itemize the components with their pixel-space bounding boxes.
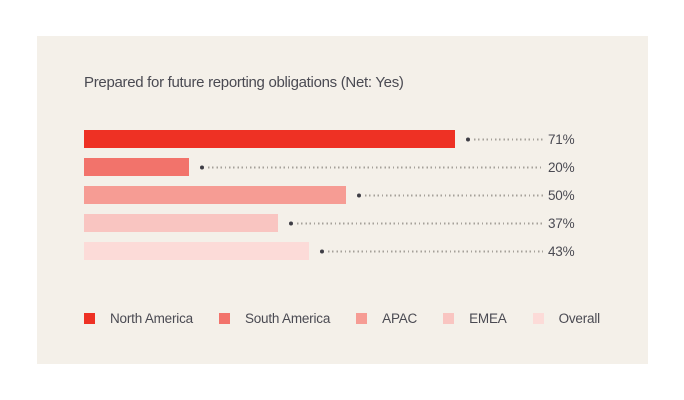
legend-swatch-icon [356,313,368,324]
leader-line [466,137,543,142]
legend-swatch-icon [84,313,95,324]
legend-item: South America [218,311,331,326]
bar-north-america [84,130,456,148]
bar-track [84,158,543,176]
bar-row: 43% [84,242,644,260]
legend-swatch-icon [532,313,544,324]
legend-item: North America [84,311,193,326]
bar-track [84,130,543,148]
legend-label: Overall [558,311,601,326]
value-label: 20% [548,159,575,175]
value-label: 50% [548,187,575,203]
leader-dotted-rule [296,222,543,224]
value-label: 37% [548,215,575,231]
legend-label: APAC [382,311,418,326]
leader-dot-icon [288,221,293,225]
leader-dot-icon [466,137,471,141]
legend-swatch-icon [218,313,230,324]
legend-label: EMEA [469,311,507,326]
leader-dotted-rule [474,138,543,140]
value-label: 43% [548,243,575,259]
bar-chart: 71% 20% 50% 37% [84,130,644,270]
bar-track [84,186,543,204]
bar-row: 50% [84,186,644,204]
legend-item: EMEA [443,311,507,326]
bar-south-america [84,158,189,176]
leader-dotted-rule [327,250,543,252]
chart-title: Prepared for future reporting obligation… [84,74,404,91]
legend-label: North America [110,311,193,326]
bar-track [84,214,543,232]
legend-item: Overall [532,311,601,326]
value-label: 71% [548,131,575,147]
bar-row: 37% [84,214,644,232]
leader-dotted-rule [207,166,543,168]
leader-line [319,249,543,254]
leader-line [356,193,543,198]
bar-emea [84,214,278,232]
bar-apac [84,186,346,204]
bar-row: 71% [84,130,644,148]
bar-track [84,242,543,260]
legend-swatch-icon [443,313,455,324]
leader-dot-icon [319,249,324,253]
legend-item: APAC [356,311,417,326]
leader-dot-icon [199,165,204,169]
leader-line [288,221,543,226]
chart-legend: North America South America APAC EMEA Ov… [84,311,626,326]
chart-panel: Prepared for future reporting obligation… [37,36,648,364]
leader-dotted-rule [364,194,543,196]
bar-row: 20% [84,158,644,176]
leader-dot-icon [356,193,361,197]
bar-overall [84,242,309,260]
legend-label: South America [244,311,331,326]
leader-line [199,165,543,170]
